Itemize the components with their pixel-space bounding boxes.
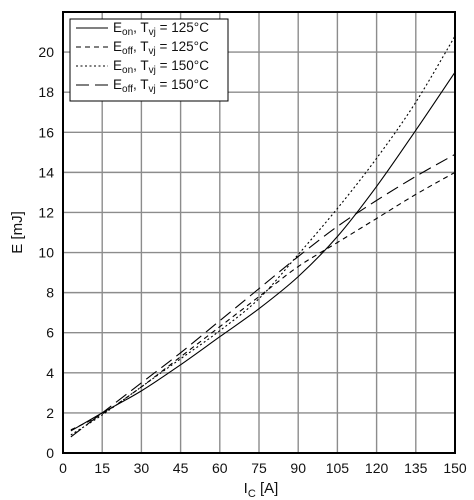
- y-tick-label: 6: [46, 325, 54, 341]
- y-axis-label: E [mJ]: [9, 211, 26, 254]
- legend-label: Eoff, Tvj = 150°C: [113, 77, 209, 95]
- y-tick-label: 12: [38, 204, 54, 220]
- x-tick-label: 15: [94, 460, 110, 476]
- series-line-eoff125: [70, 171, 456, 431]
- legend-label: Eon, Tvj = 125°C: [113, 20, 209, 38]
- x-tick-label: 30: [134, 460, 150, 476]
- y-tick-label: 16: [38, 124, 54, 140]
- axis-labels: IC [A] E [mJ]: [9, 211, 278, 500]
- y-tick-label: 8: [46, 285, 54, 301]
- y-tick-label: 2: [46, 405, 54, 421]
- series-line-eon125: [70, 71, 456, 432]
- y-tick-label: 10: [38, 245, 54, 261]
- x-tick-label: 45: [173, 460, 189, 476]
- y-tick-label: 14: [38, 164, 54, 180]
- x-tick-label: 75: [251, 460, 267, 476]
- x-tick-label: 60: [212, 460, 228, 476]
- x-axis-label: IC [A]: [244, 480, 279, 500]
- x-tick-label: 90: [290, 460, 306, 476]
- plot-frame: [62, 11, 456, 454]
- x-tick-label: 135: [404, 460, 428, 476]
- y-tick-label: 20: [38, 44, 54, 60]
- legend-label: Eoff, Tvj = 125°C: [113, 39, 209, 57]
- y-tick-label: 0: [46, 445, 54, 461]
- y-tick-label: 4: [46, 365, 54, 381]
- y-tick-labels: 0 2 4 6 8 10 12 14 16 18 20: [38, 44, 54, 461]
- x-tick-label: 150: [443, 460, 467, 476]
- y-tick-label: 18: [38, 84, 54, 100]
- series-line-eoff150: [70, 153, 456, 438]
- x-tick-label: 105: [326, 460, 350, 476]
- series-lines: [70, 35, 456, 438]
- x-tick-label: 120: [365, 460, 389, 476]
- legend-label: Eon, Tvj = 150°C: [113, 58, 209, 76]
- x-tick-labels: 0 15 30 45 60 75 90 105 120 135 150: [59, 460, 467, 476]
- legend-box: [69, 18, 229, 102]
- x-tick-label: 0: [59, 460, 67, 476]
- series-line-eon150: [70, 35, 456, 436]
